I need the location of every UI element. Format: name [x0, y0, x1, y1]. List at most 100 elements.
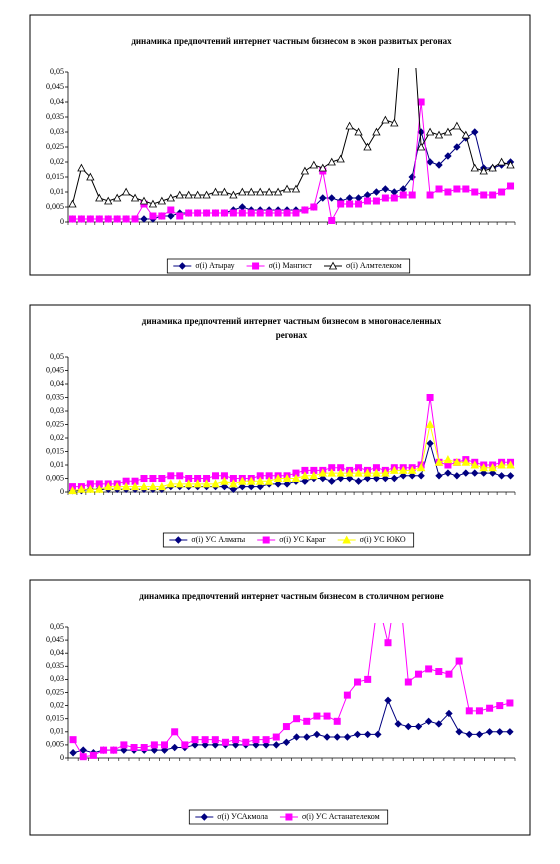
marker — [313, 730, 321, 739]
marker — [77, 163, 86, 172]
marker — [435, 185, 443, 193]
marker — [247, 187, 256, 196]
y-tick-label: 0,015 — [46, 172, 64, 181]
marker — [95, 215, 103, 223]
marker — [318, 163, 327, 172]
marker — [313, 712, 321, 720]
marker — [201, 741, 209, 749]
y-tick-label: 0,04 — [50, 97, 64, 106]
legend-label: σ(i) УС ЮКО — [360, 535, 406, 544]
legend-label: σ(i) Мангист — [269, 261, 313, 270]
marker — [181, 741, 189, 749]
marker — [381, 468, 390, 477]
marker — [131, 215, 139, 223]
marker — [301, 477, 309, 485]
marker — [176, 472, 184, 480]
marker — [435, 668, 443, 676]
marker — [343, 691, 351, 699]
marker — [497, 472, 506, 480]
marker — [435, 472, 443, 480]
marker — [452, 121, 462, 130]
marker — [300, 166, 310, 175]
marker — [363, 468, 372, 477]
marker — [485, 728, 494, 736]
marker — [293, 715, 301, 723]
marker — [193, 190, 202, 199]
marker — [425, 665, 433, 673]
marker — [160, 746, 169, 754]
marker — [68, 199, 77, 208]
marker — [130, 193, 140, 202]
marker — [480, 469, 488, 477]
marker — [185, 209, 193, 217]
y-tick-label: 0,03 — [50, 406, 64, 415]
marker — [434, 130, 444, 139]
marker — [497, 157, 506, 166]
marker — [346, 200, 354, 208]
marker — [363, 730, 372, 739]
marker — [184, 479, 194, 488]
chart-title: динамика предпочтений интернет частным б… — [131, 36, 452, 46]
y-tick-label: 0,02 — [50, 157, 64, 166]
marker — [374, 730, 382, 739]
marker — [274, 480, 282, 488]
marker — [282, 723, 290, 731]
marker — [381, 115, 390, 124]
y-tick-label: 0,04 — [50, 648, 64, 657]
marker — [211, 741, 220, 749]
marker — [191, 741, 199, 749]
y-tick-label: 0,005 — [46, 202, 64, 211]
marker — [86, 215, 94, 223]
marker — [211, 736, 219, 744]
marker — [381, 185, 390, 193]
marker — [232, 736, 240, 744]
marker — [157, 196, 167, 205]
marker — [264, 187, 274, 196]
marker — [89, 751, 97, 759]
marker — [262, 736, 270, 744]
y-tick-label: 0,015 — [46, 446, 64, 455]
marker — [465, 730, 473, 739]
marker — [69, 736, 77, 744]
marker — [69, 749, 77, 757]
marker — [283, 209, 291, 217]
marker — [470, 460, 480, 469]
marker — [355, 200, 363, 208]
marker — [461, 130, 470, 139]
marker — [404, 678, 412, 686]
marker — [139, 482, 149, 491]
marker — [400, 9, 407, 16]
marker — [426, 394, 434, 401]
marker — [110, 746, 118, 754]
marker — [158, 475, 166, 482]
marker — [408, 472, 416, 480]
marker — [166, 479, 176, 488]
marker — [157, 482, 167, 491]
chart-title: динамика предпочтений интернет частным б… — [142, 316, 442, 340]
marker — [79, 753, 87, 761]
marker — [238, 187, 247, 196]
marker — [242, 738, 250, 746]
marker — [506, 728, 514, 736]
marker — [140, 475, 148, 482]
marker — [390, 474, 399, 483]
legend-label: σ(i) УСАкмола — [217, 812, 268, 821]
marker — [353, 730, 362, 739]
chart-frame — [29, 579, 531, 836]
marker — [262, 536, 270, 544]
marker — [309, 471, 319, 480]
y-tick-label: 0,05 — [50, 352, 64, 361]
legend-box — [166, 258, 411, 274]
marker — [203, 209, 211, 217]
marker — [333, 717, 341, 725]
marker — [150, 741, 158, 749]
marker — [200, 813, 209, 821]
marker — [265, 209, 273, 217]
marker — [113, 193, 122, 202]
y-tick-label: 0,05 — [50, 67, 64, 76]
marker — [158, 212, 166, 220]
legend-box — [188, 809, 389, 825]
marker — [498, 188, 506, 196]
marker — [416, 142, 426, 151]
y-tick-label: 0,005 — [46, 740, 64, 749]
